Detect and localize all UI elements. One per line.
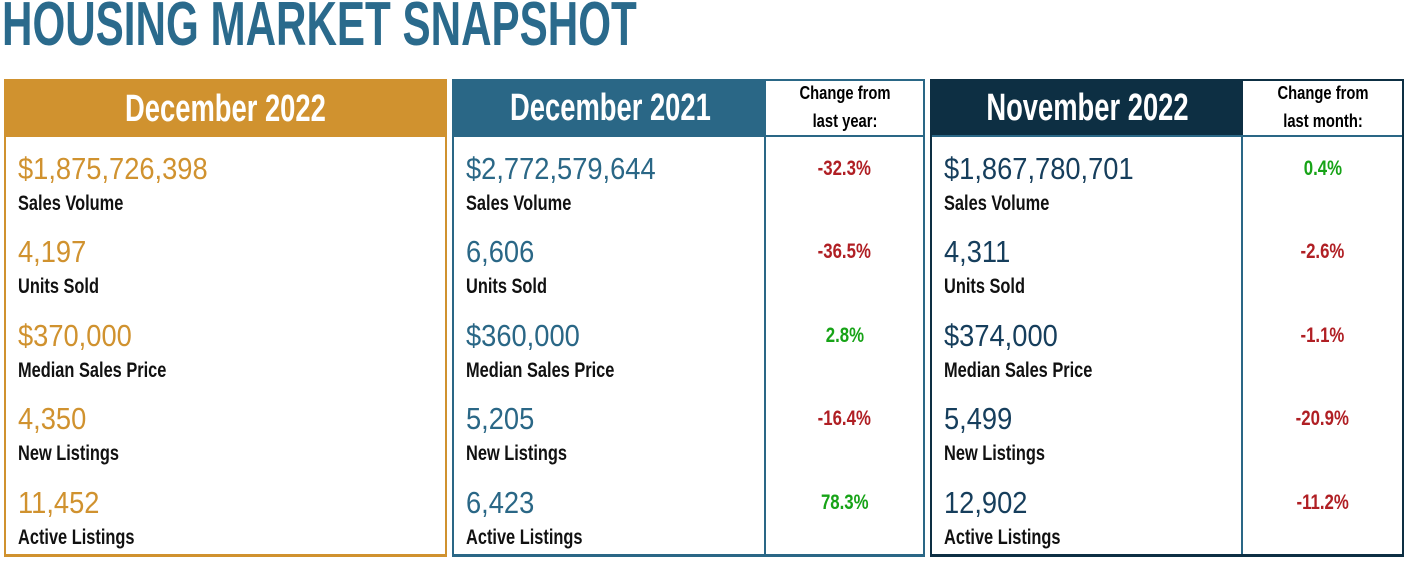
metric-label: Sales Volume — [18, 192, 124, 215]
metric-active-listings: 12,902 Active Listings — [932, 471, 1241, 554]
metric-label: Units Sold — [466, 275, 547, 299]
metric-new-listings: 4,350 New Listings — [6, 387, 445, 470]
metric-value: 5,499 — [944, 401, 1013, 437]
panel-december-2021: December 2021 Change from last year: $2,… — [452, 79, 925, 557]
change-value: -16.4% — [817, 407, 872, 431]
metric-sales-volume: $1,875,726,398 Sales Volume — [6, 137, 445, 220]
panel-header-row: December 2021 Change from last year: — [454, 81, 923, 137]
panel-header-row: November 2022 Change from last month: — [932, 81, 1402, 137]
metric-label: Units Sold — [18, 275, 99, 299]
panels-row: December 2022 $1,875,726,398 Sales Volum… — [4, 79, 1407, 557]
metric-value: 4,350 — [18, 401, 87, 437]
metric-label: Sales Volume — [944, 192, 1050, 215]
change-column-header: Change from last year: — [766, 81, 923, 135]
panel-december-2022: December 2022 $1,875,726,398 Sales Volum… — [4, 79, 447, 557]
change-value: -11.2% — [1296, 490, 1349, 514]
change-value: -2.6% — [1300, 240, 1345, 264]
page-title-text: HOUSING MARKET SNAPSHOT — [2, 0, 637, 59]
metric-label: Sales Volume — [466, 192, 572, 215]
change-value: 78.3% — [820, 490, 869, 514]
metric-median-sales-price: $360,000 Median Sales Price — [454, 304, 764, 387]
metric-value: 4,197 — [18, 234, 87, 270]
metric-label: Median Sales Price — [466, 358, 615, 382]
panel-header-label: December 2021 — [509, 86, 711, 129]
metric-active-listings: 6,423 Active Listings — [454, 471, 764, 554]
panel-header-label: December 2022 — [125, 87, 326, 130]
metrics-column: $1,875,726,398 Sales Volume 4,197 Units … — [6, 137, 445, 554]
metric-label: New Listings — [18, 442, 120, 466]
metric-label: Active Listings — [944, 525, 1061, 549]
metric-new-listings: 5,205 New Listings — [454, 387, 764, 470]
metric-label: New Listings — [944, 442, 1046, 466]
panel-header-row: December 2022 — [6, 81, 445, 137]
metric-label: Units Sold — [944, 275, 1025, 299]
metric-label: Active Listings — [466, 525, 583, 549]
panel-november-2022: November 2022 Change from last month: $1… — [930, 79, 1404, 557]
metric-label: Median Sales Price — [944, 358, 1093, 382]
metric-value: 4,311 — [944, 234, 1011, 270]
metric-active-listings: 11,452 Active Listings — [6, 471, 445, 554]
panel-body: $1,875,726,398 Sales Volume 4,197 Units … — [6, 137, 445, 554]
metric-median-sales-price: $370,000 Median Sales Price — [6, 304, 445, 387]
change-value: -1.1% — [1300, 323, 1345, 347]
change-value: -32.3% — [817, 157, 872, 180]
panel-body: $2,772,579,644 Sales Volume 6,606 Units … — [454, 137, 923, 554]
panel-body: $1,867,780,701 Sales Volume 4,311 Units … — [932, 137, 1402, 554]
metric-units-sold: 6,606 Units Sold — [454, 220, 764, 303]
metric-value: 12,902 — [944, 484, 1028, 520]
page-title: HOUSING MARKET SNAPSHOT — [2, 0, 1407, 58]
metric-value: $370,000 — [18, 317, 132, 353]
panel-header-label: November 2022 — [986, 86, 1189, 129]
metric-median-sales-price: $374,000 Median Sales Price — [932, 304, 1241, 387]
metrics-column: $2,772,579,644 Sales Volume 6,606 Units … — [454, 137, 766, 554]
change-column: 0.4% -2.6% -1.1% -20.9% -11.2% — [1243, 137, 1402, 554]
change-column-header: Change from last month: — [1243, 81, 1402, 135]
metric-sales-volume: $2,772,579,644 Sales Volume — [454, 137, 764, 220]
metric-units-sold: 4,197 Units Sold — [6, 220, 445, 303]
panel-header: December 2021 — [454, 81, 766, 135]
metric-value: $1,875,726,398 — [18, 151, 208, 186]
metric-value: 5,205 — [466, 401, 535, 437]
metric-value: $374,000 — [944, 317, 1058, 353]
metric-label: New Listings — [466, 442, 568, 466]
change-column: -32.3% -36.5% 2.8% -16.4% 78.3% — [766, 137, 923, 554]
change-value: -36.5% — [817, 240, 872, 264]
metric-value: $360,000 — [466, 317, 580, 353]
metric-value: 6,606 — [466, 234, 535, 270]
change-value: -20.9% — [1295, 407, 1350, 431]
metric-new-listings: 5,499 New Listings — [932, 387, 1241, 470]
metric-label: Median Sales Price — [18, 358, 167, 382]
metrics-column: $1,867,780,701 Sales Volume 4,311 Units … — [932, 137, 1243, 554]
change-value: 0.4% — [1303, 157, 1342, 180]
metric-value: $1,867,780,701 — [944, 151, 1134, 186]
metric-value: 6,423 — [466, 484, 535, 520]
change-value: 2.8% — [825, 323, 864, 347]
metric-units-sold: 4,311 Units Sold — [932, 220, 1241, 303]
metric-sales-volume: $1,867,780,701 Sales Volume — [932, 137, 1241, 220]
metric-value: $2,772,579,644 — [466, 151, 656, 186]
metric-value: 11,452 — [18, 484, 100, 520]
metric-label: Active Listings — [18, 525, 135, 549]
panel-header: December 2022 — [6, 81, 445, 137]
panel-header: November 2022 — [932, 81, 1243, 135]
